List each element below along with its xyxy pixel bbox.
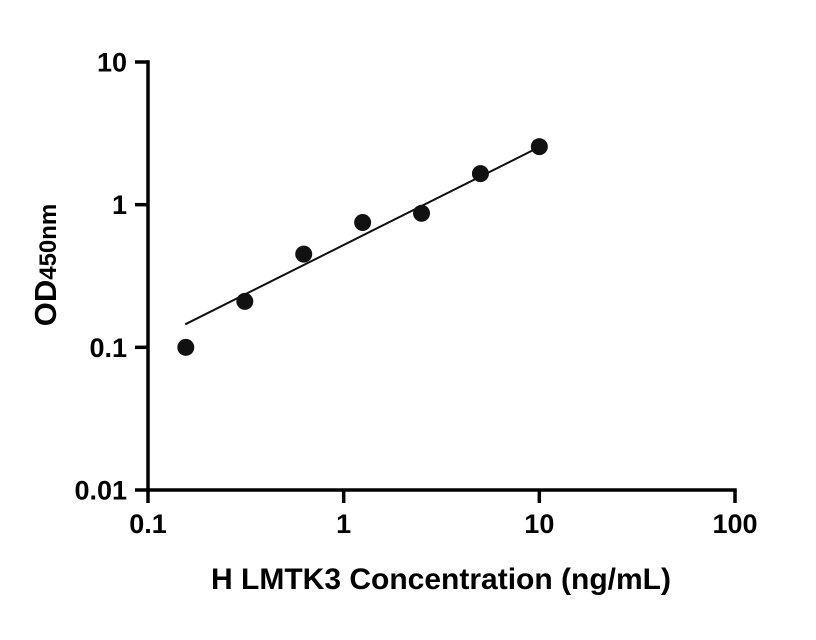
x-tick-label: 100 <box>712 509 757 539</box>
data-point <box>530 138 548 156</box>
x-axis-title: H LMTK3 Concentration (ng/mL) <box>211 563 671 596</box>
y-tick-label: 0.01 <box>74 475 127 505</box>
y-axis-title-sub: 450nm <box>35 203 62 280</box>
y-axis-title-main: OD <box>28 279 63 327</box>
x-tick-label: 0.1 <box>129 509 167 539</box>
data-point <box>295 245 313 263</box>
x-tick-label: 1 <box>336 509 351 539</box>
y-tick-label: 10 <box>97 47 127 77</box>
x-tick-label: 10 <box>524 509 554 539</box>
data-point <box>354 213 372 231</box>
data-point <box>471 165 489 183</box>
data-point <box>236 292 254 310</box>
y-tick-label: 1 <box>112 190 127 220</box>
data-point <box>177 338 195 356</box>
y-axis-title: OD450nm <box>28 204 64 327</box>
data-point <box>413 204 431 222</box>
y-tick-label: 0.1 <box>89 333 127 363</box>
